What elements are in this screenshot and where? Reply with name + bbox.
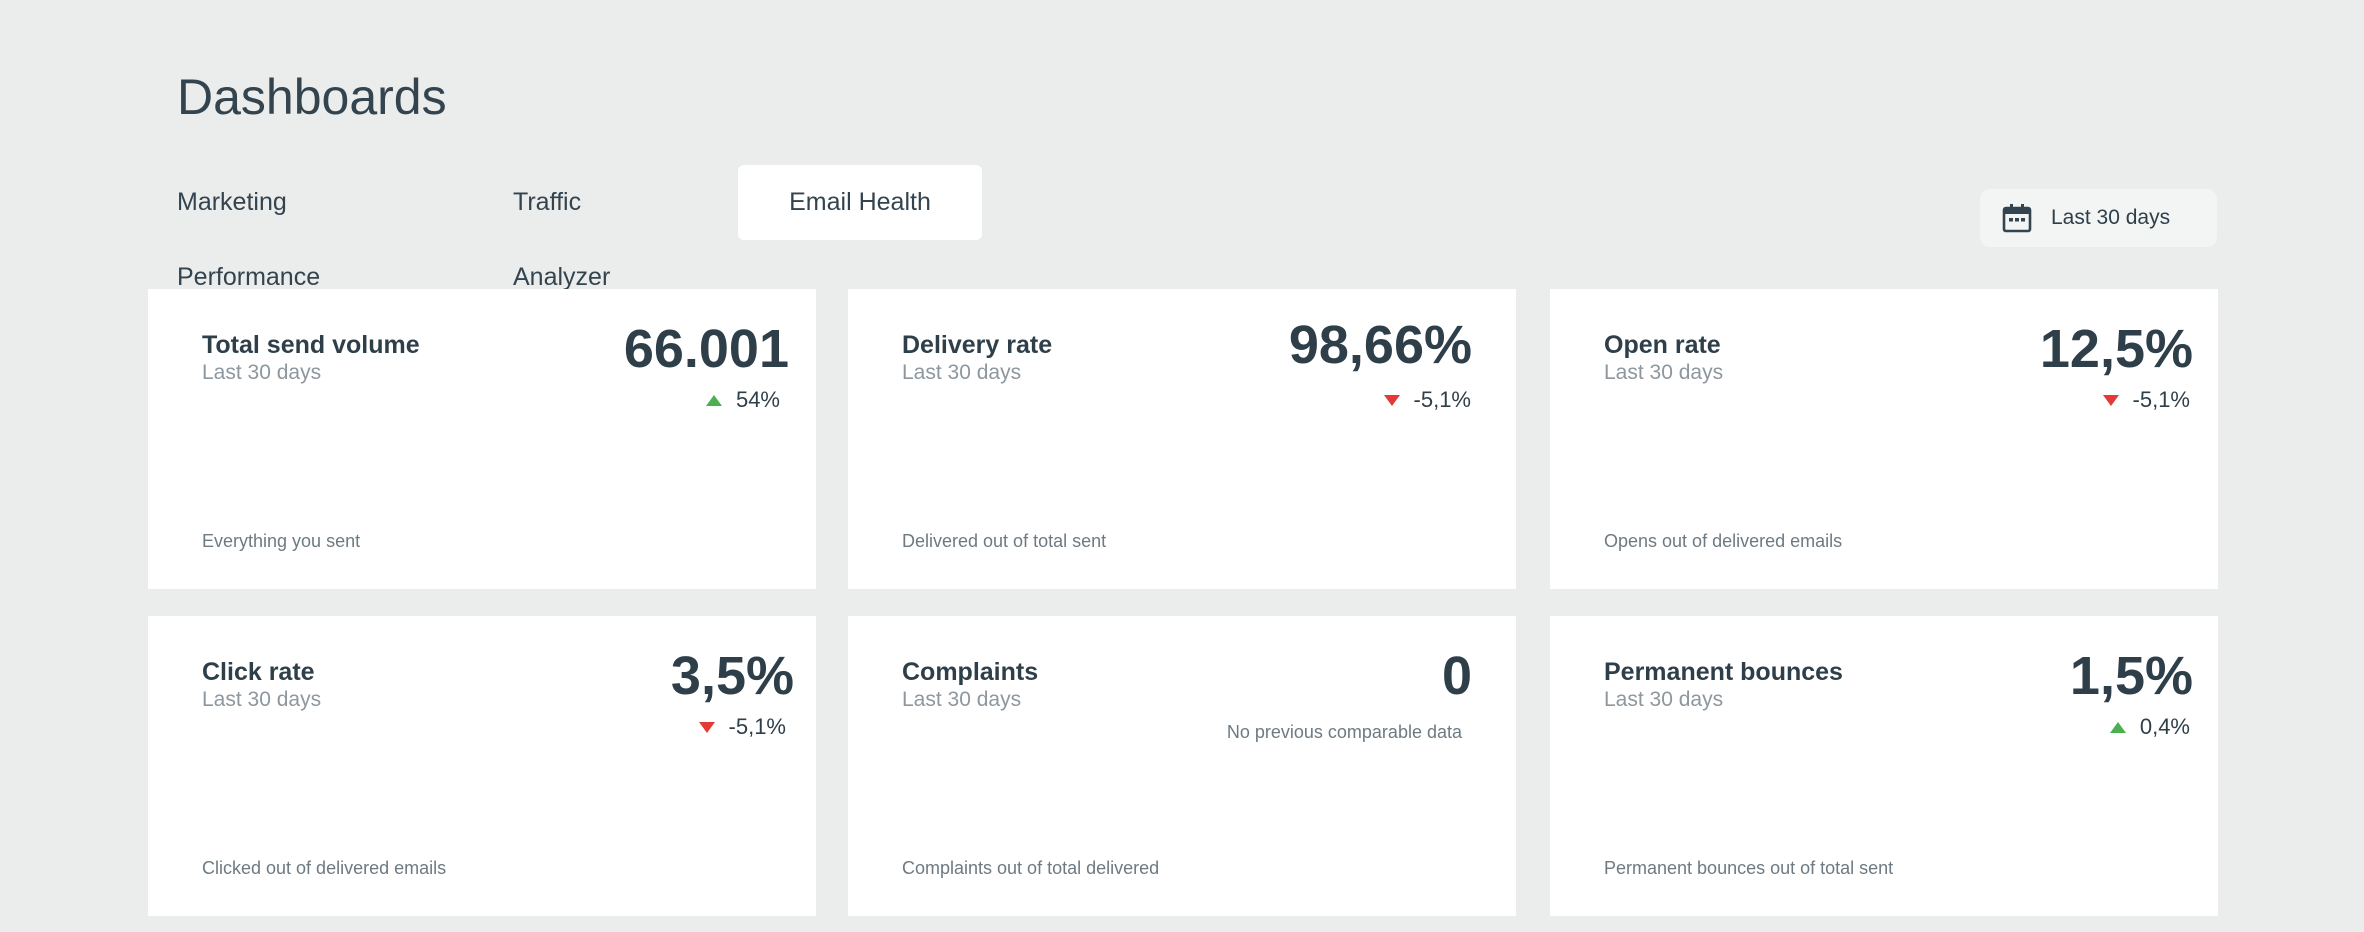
card-description: Clicked out of delivered emails bbox=[202, 858, 447, 878]
card-period: Last 30 days bbox=[202, 361, 322, 384]
card-period: Last 30 days bbox=[902, 688, 1022, 711]
trend-up-icon bbox=[705, 394, 722, 406]
trend-down-icon bbox=[2102, 394, 2119, 406]
card-period: Last 30 days bbox=[1604, 361, 1724, 384]
card-change: -5,1% bbox=[698, 712, 786, 742]
page-title: Dashboards bbox=[177, 69, 447, 125]
card-period: Last 30 days bbox=[1604, 688, 1724, 711]
card-change-value: -5,1% bbox=[2132, 387, 2190, 412]
card-period: Last 30 days bbox=[902, 361, 1022, 384]
card-value: 98,66% bbox=[1288, 315, 1472, 375]
card-value: 1,5% bbox=[2069, 646, 2193, 706]
card-value: 66.001 bbox=[623, 319, 789, 379]
card-description: Delivered out of total sent bbox=[902, 531, 1107, 551]
card-value: 3,5% bbox=[670, 646, 794, 706]
card-change: -5,1% bbox=[2102, 385, 2190, 415]
card-description: Everything you sent bbox=[202, 531, 361, 551]
metric-card-total-send-volume[interactable]: Total send volume Last 30 days 66.001 54… bbox=[148, 289, 816, 589]
card-value: 0 bbox=[1441, 646, 1472, 706]
card-description: Permanent bounces out of total sent bbox=[1604, 858, 1894, 878]
date-range-label: Last 30 days bbox=[2051, 206, 2171, 229]
card-comparison-note: No previous comparable data bbox=[1226, 722, 1462, 742]
card-change: 54% bbox=[705, 385, 780, 415]
card-title: Open rate bbox=[1604, 331, 1721, 359]
trend-down-icon bbox=[698, 721, 715, 733]
card-change-value: 54% bbox=[735, 387, 780, 412]
metric-card-click-rate[interactable]: Click rate Last 30 days 3,5% -5,1% Click… bbox=[148, 616, 816, 916]
card-change: -5,1% bbox=[1383, 385, 1471, 415]
tab-marketing-performance[interactable]: Marketing Performance bbox=[177, 188, 321, 291]
card-description: Complaints out of total delivered bbox=[902, 858, 1160, 878]
metric-card-complaints[interactable]: Complaints Last 30 days 0 No previous co… bbox=[848, 616, 1516, 916]
tab-traffic-analyzer[interactable]: Traffic Analyzer bbox=[513, 188, 611, 291]
card-title: Delivery rate bbox=[902, 331, 1053, 359]
metric-card-delivery-rate[interactable]: Delivery rate Last 30 days 98,66% -5,1% … bbox=[848, 289, 1516, 589]
card-change: 0,4% bbox=[2109, 712, 2190, 742]
card-description: Opens out of delivered emails bbox=[1604, 531, 1843, 551]
card-title: Click rate bbox=[202, 658, 315, 686]
card-period: Last 30 days bbox=[202, 688, 322, 711]
metric-card-open-rate[interactable]: Open rate Last 30 days 12,5% -5,1% Opens… bbox=[1550, 289, 2218, 589]
trend-up-icon bbox=[2109, 721, 2126, 733]
card-change-value: -5,1% bbox=[1413, 387, 1471, 412]
card-value: 12,5% bbox=[2039, 319, 2193, 379]
card-title: Permanent bounces bbox=[1604, 658, 1843, 686]
date-range-picker[interactable]: Last 30 days bbox=[1980, 189, 2217, 247]
card-change-value: 0,4% bbox=[2139, 714, 2190, 739]
calendar-icon bbox=[2002, 204, 2032, 233]
tab-email-health[interactable]: Email Health bbox=[738, 165, 982, 240]
trend-down-icon bbox=[1383, 394, 1400, 406]
metric-card-permanent-bounces[interactable]: Permanent bounces Last 30 days 1,5% 0,4%… bbox=[1550, 616, 2218, 916]
card-title: Total send volume bbox=[202, 331, 420, 359]
card-change-value: -5,1% bbox=[728, 714, 786, 739]
card-title: Complaints bbox=[902, 658, 1039, 686]
